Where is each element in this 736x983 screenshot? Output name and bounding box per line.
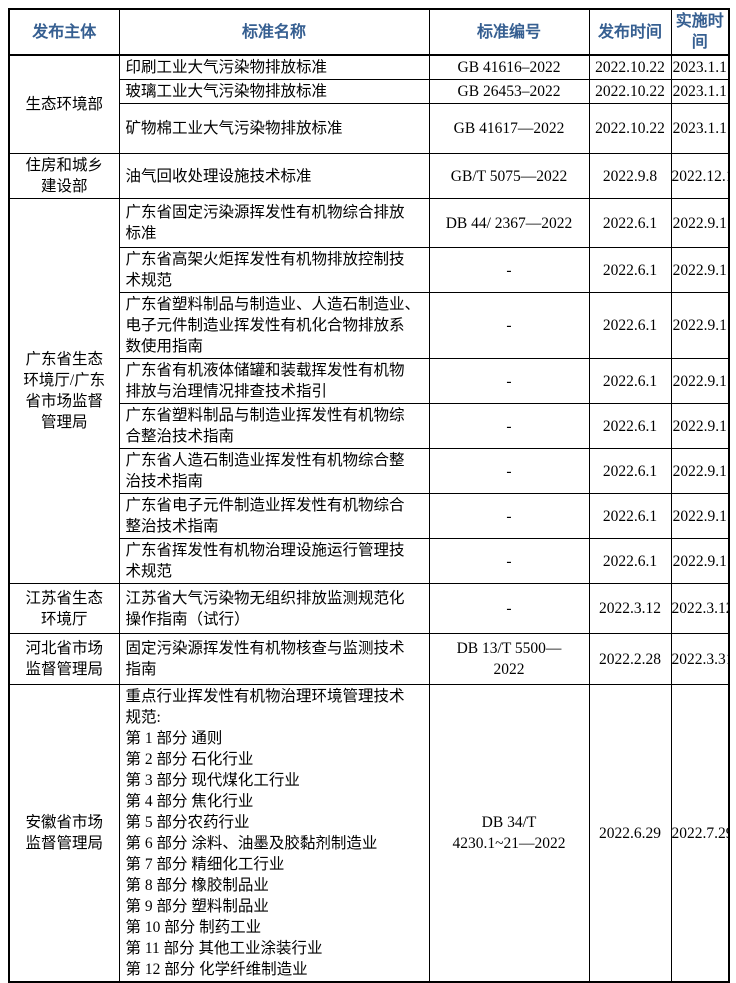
standard-code-cell: - — [428, 403, 590, 449]
standard-name-cell: 广东省人造石制造业挥发性有机物综合整 治技术指南 — [118, 448, 430, 494]
publish-date-cell: 2022.10.22 — [588, 103, 672, 154]
standard-code-cell: DB 34/T 4230.1~21—2022 — [428, 684, 590, 983]
effective-date-cell: 2022.12.1 — [670, 153, 730, 199]
standard-code-cell: GB/T 5075—2022 — [428, 153, 590, 199]
effective-date-cell: 2022.9.1 — [670, 538, 730, 584]
publish-date-cell: 2022.6.1 — [588, 292, 672, 359]
effective-date-cell: 2023.1.1 — [670, 79, 730, 104]
standard-name-cell: 广东省塑料制品与制造业挥发性有机物综 合整治技术指南 — [118, 403, 430, 449]
table-row: 广东省塑料制品与制造业、人造石制造业、 电子元件制造业挥发性有机化合物排放系 数… — [9, 292, 730, 359]
standard-name-cell: 玻璃工业大气污染物排放标准 — [118, 79, 430, 104]
effective-date-cell: 2022.9.1 — [670, 448, 730, 494]
publish-date-cell: 2022.3.12 — [588, 583, 672, 634]
standard-name-cell: 广东省有机液体储罐和装载挥发性有机物 排放与治理情况排查技术指引 — [118, 358, 430, 404]
publish-date-cell: 2022.6.1 — [588, 538, 672, 584]
table-row: 广东省生态 环境厅/广东 省市场监督 管理局 广东省固定污染源挥发性有机物综合排… — [8, 198, 730, 584]
standard-code-cell: - — [428, 358, 590, 404]
standard-code-cell: - — [428, 292, 590, 359]
standards-table: 发布主体 标准名称 标准编号 发布时间 实施时间 生态环境部 印刷工业大气污染物… — [8, 8, 730, 983]
publisher-cell: 安徽省市场 监督管理局 — [8, 684, 120, 983]
table-row: 矿物棉工业大气污染物排放标准 GB 41617—2022 2022.10.22 … — [9, 103, 730, 154]
table-row: 河北省市场 监督管理局 固定污染源挥发性有机物核查与监测技术 指南 DB 13/… — [8, 633, 730, 685]
publish-date-cell: 2022.10.22 — [588, 79, 672, 104]
standard-name-cell: 油气回收处理设施技术标准 — [118, 153, 430, 199]
table-header-row: 发布主体 标准名称 标准编号 发布时间 实施时间 — [8, 8, 730, 56]
standard-name-cell: 印刷工业大气污染物排放标准 — [118, 54, 430, 80]
effective-date-cell: 2022.9.1 — [670, 247, 730, 293]
effective-date-cell: 2023.1.1 — [670, 103, 730, 154]
standard-code-cell: - — [428, 493, 590, 539]
publisher-cell: 生态环境部 — [8, 54, 120, 154]
table-row: 住房和城乡 建设部 油气回收处理设施技术标准 GB/T 5075—2022 20… — [8, 153, 730, 199]
standard-code-cell: - — [428, 247, 590, 293]
standard-code-cell: GB 41616–2022 — [428, 54, 590, 80]
table-row: 广东省塑料制品与制造业挥发性有机物综 合整治技术指南 - 2022.6.1 20… — [9, 403, 730, 449]
standard-code-cell: - — [428, 538, 590, 584]
table-row: 玻璃工业大气污染物排放标准 GB 26453–2022 2022.10.22 2… — [9, 79, 730, 104]
publish-date-cell: 2022.6.1 — [588, 493, 672, 539]
effective-date-cell: 2022.9.1 — [670, 403, 730, 449]
standard-name-cell: 重点行业挥发性有机物治理环境管理技术 规范: 第 1 部分 通则 第 2 部分 … — [118, 684, 430, 983]
table-row: 广东省有机液体储罐和装载挥发性有机物 排放与治理情况排查技术指引 - 2022.… — [9, 358, 730, 404]
header-standard-code: 标准编号 — [428, 8, 590, 56]
table-row: 广东省挥发性有机物治理设施运行管理技 术规范 - 2022.6.1 2022.9… — [9, 538, 730, 584]
standard-code-cell: GB 26453–2022 — [428, 79, 590, 104]
standard-code-cell: - — [428, 583, 590, 634]
publish-date-cell: 2022.10.22 — [588, 54, 672, 80]
effective-date-cell: 2022.9.1 — [670, 198, 730, 248]
header-effective-date: 实施时间 — [670, 8, 730, 56]
publisher-cell: 住房和城乡 建设部 — [8, 153, 120, 199]
header-publish-date: 发布时间 — [588, 8, 672, 56]
table-row: 广东省高架火炬挥发性有机物排放控制技 术规范 - 2022.6.1 2022.9… — [9, 247, 730, 293]
standard-code-cell: DB 44/ 2367—2022 — [428, 198, 590, 248]
effective-date-cell: 2022.9.1 — [670, 292, 730, 359]
publisher-cell: 广东省生态 环境厅/广东 省市场监督 管理局 — [8, 198, 120, 584]
standard-name-cell: 矿物棉工业大气污染物排放标准 — [118, 103, 430, 154]
standard-name-cell: 广东省电子元件制造业挥发性有机物综合 整治技术指南 — [118, 493, 430, 539]
effective-date-cell: 2022.3.31 — [670, 633, 730, 685]
publisher-cell: 河北省市场 监督管理局 — [8, 633, 120, 685]
publish-date-cell: 2022.6.1 — [588, 403, 672, 449]
document-page: 发布主体 标准名称 标准编号 发布时间 实施时间 生态环境部 印刷工业大气污染物… — [8, 8, 730, 983]
table-row: 生态环境部 印刷工业大气污染物排放标准 GB 41616–2022 2022.1… — [8, 54, 730, 154]
standard-name-cell: 广东省高架火炬挥发性有机物排放控制技 术规范 — [118, 247, 430, 293]
standard-name-cell: 广东省固定污染源挥发性有机物综合排放 标准 — [118, 198, 430, 248]
standard-code-cell: DB 13/T 5500— 2022 — [428, 633, 590, 685]
effective-date-cell: 2022.3.12 — [670, 583, 730, 634]
publisher-cell: 江苏省生态 环境厅 — [8, 583, 120, 634]
publish-date-cell: 2022.2.28 — [588, 633, 672, 685]
publish-date-cell: 2022.6.1 — [588, 247, 672, 293]
publish-date-cell: 2022.6.1 — [588, 358, 672, 404]
table-row: 安徽省市场 监督管理局 重点行业挥发性有机物治理环境管理技术 规范: 第 1 部… — [8, 684, 730, 983]
effective-date-cell: 2023.1.1 — [670, 54, 730, 80]
standard-name-cell: 固定污染源挥发性有机物核查与监测技术 指南 — [118, 633, 430, 685]
standard-code-cell: GB 41617—2022 — [428, 103, 590, 154]
standard-name-cell: 广东省挥发性有机物治理设施运行管理技 术规范 — [118, 538, 430, 584]
publish-date-cell: 2022.6.29 — [588, 684, 672, 983]
publish-date-cell: 2022.9.8 — [588, 153, 672, 199]
effective-date-cell: 2022.9.1 — [670, 358, 730, 404]
standard-name-cell: 江苏省大气污染物无组织排放监测规范化 操作指南（试行） — [118, 583, 430, 634]
standard-code-cell: - — [428, 448, 590, 494]
table-row: 江苏省生态 环境厅 江苏省大气污染物无组织排放监测规范化 操作指南（试行） - … — [8, 583, 730, 634]
header-standard-name: 标准名称 — [118, 8, 430, 56]
effective-date-cell: 2022.7.29 — [670, 684, 730, 983]
publish-date-cell: 2022.6.1 — [588, 198, 672, 248]
effective-date-cell: 2022.9.1 — [670, 493, 730, 539]
publish-date-cell: 2022.6.1 — [588, 448, 672, 494]
standard-name-cell: 广东省塑料制品与制造业、人造石制造业、 电子元件制造业挥发性有机化合物排放系 数… — [118, 292, 430, 359]
header-publisher: 发布主体 — [8, 8, 120, 56]
table-row: 广东省人造石制造业挥发性有机物综合整 治技术指南 - 2022.6.1 2022… — [9, 448, 730, 494]
